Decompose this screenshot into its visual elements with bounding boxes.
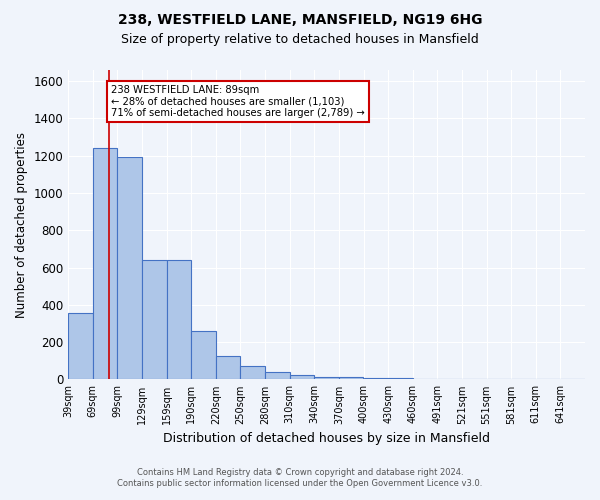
Bar	[314, 376, 339, 380]
Bar	[93, 148, 118, 380]
Bar	[388, 378, 413, 380]
Bar	[290, 375, 314, 380]
Bar	[265, 372, 290, 380]
Bar	[191, 331, 216, 380]
Bar	[142, 260, 167, 380]
Bar	[118, 156, 142, 380]
Bar	[216, 356, 241, 380]
Bar	[364, 378, 388, 380]
Bar	[68, 314, 93, 380]
X-axis label: Distribution of detached houses by size in Mansfield: Distribution of detached houses by size …	[163, 432, 490, 445]
Bar	[167, 260, 191, 380]
Text: Contains HM Land Registry data © Crown copyright and database right 2024.
Contai: Contains HM Land Registry data © Crown c…	[118, 468, 482, 487]
Bar	[339, 376, 364, 380]
Text: Size of property relative to detached houses in Mansfield: Size of property relative to detached ho…	[121, 32, 479, 46]
Y-axis label: Number of detached properties: Number of detached properties	[15, 132, 28, 318]
Bar	[241, 366, 265, 380]
Text: 238 WESTFIELD LANE: 89sqm
← 28% of detached houses are smaller (1,103)
71% of se: 238 WESTFIELD LANE: 89sqm ← 28% of detac…	[111, 85, 365, 118]
Text: 238, WESTFIELD LANE, MANSFIELD, NG19 6HG: 238, WESTFIELD LANE, MANSFIELD, NG19 6HG	[118, 12, 482, 26]
